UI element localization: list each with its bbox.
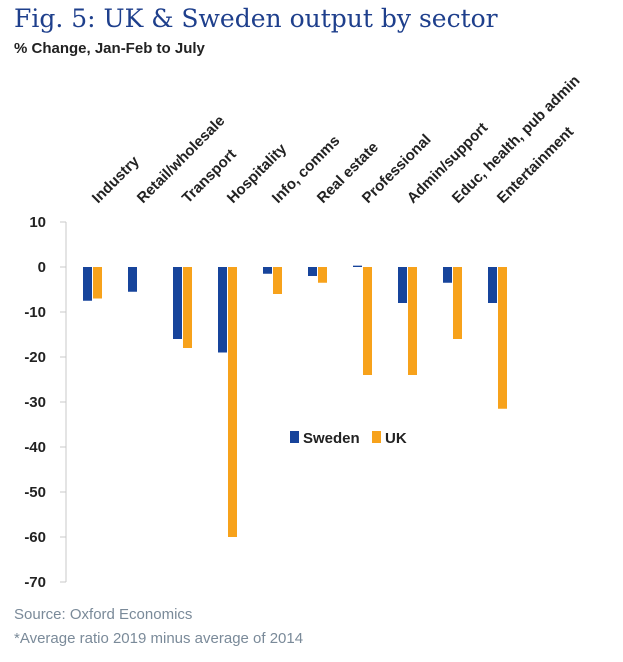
bar-sweden <box>173 267 182 339</box>
chart-title: Fig. 5: UK & Sweden output by sector <box>14 4 498 33</box>
x-category-label: Industry <box>89 153 143 207</box>
bar-uk <box>93 267 102 299</box>
bar-uk <box>273 267 282 294</box>
bar-sweden <box>398 267 407 303</box>
y-tick-label: -50 <box>24 484 46 501</box>
bar-uk <box>498 267 507 409</box>
bar-uk <box>318 267 327 283</box>
x-axis-labels: IndustryRetail/wholesaleTransportHospita… <box>89 72 584 207</box>
bar-sweden <box>488 267 497 303</box>
bar-sweden <box>353 265 362 267</box>
legend-label: UK <box>385 430 407 447</box>
bar-uk <box>183 267 192 348</box>
bar-sweden <box>128 267 137 292</box>
legend: Sweden UK <box>290 430 407 447</box>
bar-sweden <box>443 267 452 283</box>
x-category-label: Admin/support <box>404 119 491 206</box>
legend-label: Sweden <box>303 430 360 447</box>
y-tick-label: -70 <box>24 574 46 591</box>
y-tick-label: -20 <box>24 349 46 366</box>
y-axis: 10 0 -10 -20 -30 -40 -50 -60 -70 <box>24 214 67 591</box>
chart-subtitle: % Change, Jan-Feb to July <box>14 40 205 57</box>
legend-swatch-uk <box>372 431 381 443</box>
bar-sweden <box>263 267 272 274</box>
y-tick-label: 10 <box>29 214 46 231</box>
bar-uk <box>408 267 417 375</box>
y-tick-label: -40 <box>24 439 46 456</box>
bar-series <box>83 265 507 537</box>
bar-uk <box>453 267 462 339</box>
y-tick-label: -10 <box>24 304 46 321</box>
source-note: Source: Oxford Economics <box>14 606 193 623</box>
legend-swatch-sweden <box>290 431 299 443</box>
bar-chart: 10 0 -10 -20 -30 -40 -50 -60 -70 IndustryRetail/… <box>24 72 584 591</box>
bar-sweden <box>83 267 92 301</box>
y-tick-label: -30 <box>24 394 46 411</box>
bar-uk <box>363 267 372 375</box>
y-tick-label: -60 <box>24 529 46 546</box>
footnote: *Average ratio 2019 minus average of 201… <box>14 630 304 647</box>
bar-sweden <box>218 267 227 353</box>
bar-uk <box>228 267 237 537</box>
bar-sweden <box>308 267 317 276</box>
y-tick-label: 0 <box>38 259 46 276</box>
